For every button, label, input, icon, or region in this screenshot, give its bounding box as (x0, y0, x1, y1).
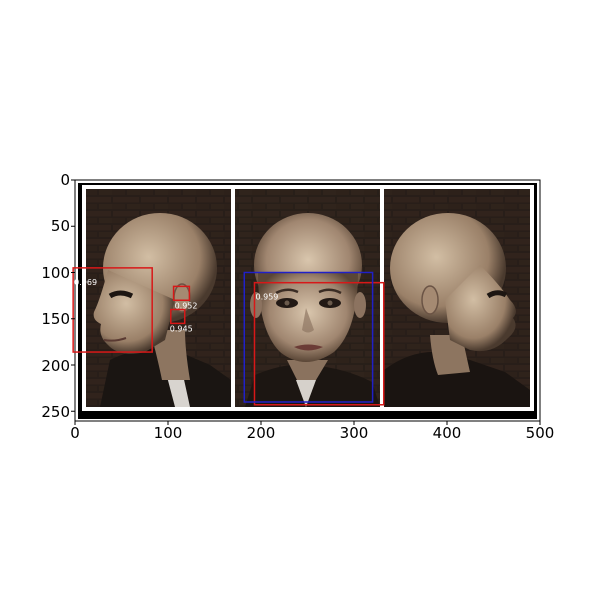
x-tick-label: 100 (154, 424, 183, 442)
white-frames (82, 185, 534, 411)
panel-profile-left (86, 189, 231, 407)
plot-frame (74, 179, 541, 422)
detection-score-face-left-profile: 0.969 (74, 278, 97, 287)
y-tick-label: 150 (41, 310, 70, 328)
axis-ticks (71, 179, 541, 425)
x-tick-label: 300 (340, 424, 369, 442)
y-tick-label: 200 (41, 357, 70, 375)
y-tick-label: 50 (51, 217, 70, 235)
x-tick-label: 200 (247, 424, 276, 442)
panel-frontal (235, 189, 380, 407)
detection-box-face-left-profile (72, 267, 153, 353)
detection-box-face-front-blue (243, 271, 374, 403)
x-axis: 0 100 200 300 400 500 (70, 424, 554, 442)
photo (78, 183, 537, 419)
y-axis: 0 50 100 150 200 250 (41, 171, 70, 421)
x-tick-label: 500 (526, 424, 555, 442)
y-tick-label: 100 (41, 264, 70, 282)
x-tick-label: 0 (70, 424, 80, 442)
detection-score-ear-upper: 0.952 (175, 301, 198, 310)
y-tick-label: 250 (41, 403, 70, 421)
detection-box-ear-lower (170, 308, 186, 325)
y-tick-label: 0 (60, 171, 70, 189)
detections-layer: 0.969 0.952 0.945 0.959 (72, 267, 385, 406)
detection-score-ear-lower: 0.945 (170, 324, 193, 333)
detection-score-face-front-red: 0.959 (255, 293, 278, 302)
detection-box-ear-upper (172, 285, 191, 301)
x-tick-label: 400 (433, 424, 462, 442)
panel-profile-right (384, 189, 530, 407)
detection-box-face-front-red (253, 281, 385, 406)
